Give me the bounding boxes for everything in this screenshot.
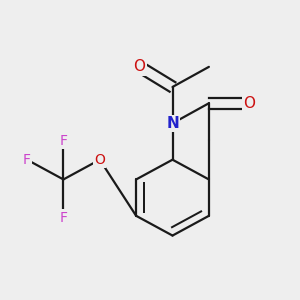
Text: N: N <box>166 116 179 131</box>
Text: O: O <box>94 153 105 167</box>
Text: F: F <box>59 134 68 148</box>
Text: O: O <box>134 59 146 74</box>
Text: F: F <box>59 211 68 224</box>
Text: F: F <box>23 153 31 167</box>
Text: O: O <box>243 96 255 111</box>
